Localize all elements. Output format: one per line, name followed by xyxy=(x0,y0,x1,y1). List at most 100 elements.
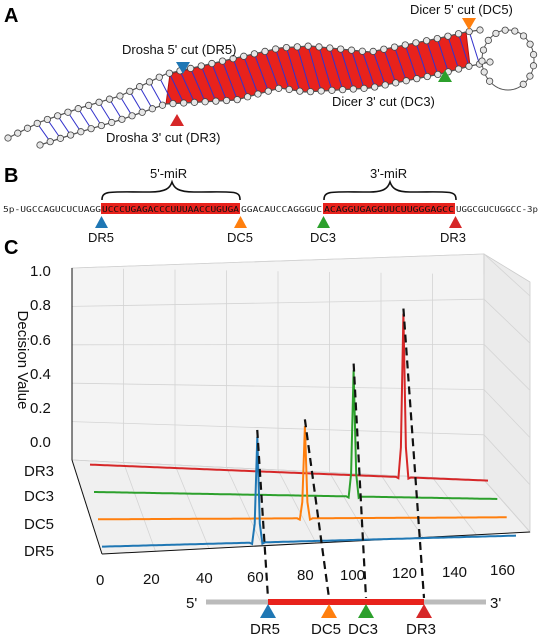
grid-line xyxy=(483,344,531,391)
seq-start: 5p-UGCCAGUCUCUAGG xyxy=(3,204,101,214)
grid-line xyxy=(483,253,531,297)
nucleotide xyxy=(401,41,409,49)
nucleotide xyxy=(413,75,421,83)
nucleotide xyxy=(105,95,114,103)
series-line-dc3 xyxy=(94,370,498,500)
base-pair xyxy=(436,38,449,72)
base-pair xyxy=(109,98,123,120)
nucleotide xyxy=(250,50,258,58)
nucleotide xyxy=(169,100,177,108)
hairpin-structure xyxy=(4,26,538,149)
loop-nucleotide xyxy=(480,68,488,76)
nucleotide xyxy=(118,115,126,123)
nucleotide xyxy=(369,47,377,55)
nucleotide xyxy=(434,70,442,79)
base-pair xyxy=(190,68,206,102)
series-tick-dc5: DC5 xyxy=(24,516,54,533)
series-tick-dr3: DR3 xyxy=(24,463,54,480)
nucleotide xyxy=(180,99,188,107)
upper-strand xyxy=(7,29,481,139)
nucleotide xyxy=(4,134,12,142)
base-pair xyxy=(67,111,82,133)
base-pair xyxy=(36,123,51,142)
base-pair xyxy=(139,86,153,109)
nucleotide xyxy=(285,85,293,94)
dicer5-marker xyxy=(462,18,476,30)
loop-nucleotide xyxy=(478,57,486,65)
nucleotide xyxy=(197,62,205,70)
b-dr3-label: DR3 xyxy=(440,230,466,245)
x-axis xyxy=(101,531,531,555)
loop-nucleotide xyxy=(511,27,519,35)
grid-line xyxy=(123,462,156,552)
nucleotide xyxy=(347,46,356,54)
nucleotide xyxy=(306,88,315,96)
nucleotide xyxy=(56,134,65,142)
nucleotide xyxy=(165,69,173,77)
base-pair xyxy=(458,33,470,67)
projection-lines xyxy=(256,308,426,599)
mir3-label: 3'-miR xyxy=(370,166,407,181)
x-tick-140: 140 xyxy=(442,564,467,581)
nucleotide xyxy=(14,129,22,137)
nucleotide xyxy=(148,105,156,113)
nucleotide xyxy=(95,98,103,106)
base-pair xyxy=(168,73,185,104)
bar-3prime: 3' xyxy=(490,595,501,612)
series-tick-dc3: DC3 xyxy=(24,488,54,505)
grid xyxy=(71,253,531,552)
nucleotide xyxy=(243,93,252,101)
mir5-label: 5'-miR xyxy=(150,166,187,181)
b-dr5-marker xyxy=(95,216,108,228)
base-pairs xyxy=(36,31,480,142)
nucleotide xyxy=(46,138,54,146)
nucleotide xyxy=(315,43,323,51)
base-pair xyxy=(149,81,163,106)
base-pair xyxy=(275,48,290,90)
drosha5-label: Drosha 5' cut (DR5) xyxy=(122,42,236,57)
nucleotide xyxy=(126,87,134,95)
nucleotide xyxy=(423,72,431,81)
base-pair xyxy=(351,49,365,89)
base-pair xyxy=(329,47,344,90)
nucleotide xyxy=(54,112,62,120)
nucleotide xyxy=(261,47,269,56)
base-pair xyxy=(468,31,480,65)
nucleotide xyxy=(349,85,357,93)
panel-b-letter: B xyxy=(4,165,18,187)
grid-line xyxy=(380,474,424,538)
x-tick-120: 120 xyxy=(392,565,417,582)
loop-nucleotide xyxy=(484,36,492,44)
series-line-dc5 xyxy=(98,426,507,522)
z-tick-1.0: 1.0 xyxy=(30,263,51,280)
nucleotide xyxy=(145,78,154,86)
x-tick-160: 160 xyxy=(490,562,515,579)
loop-nucleotide xyxy=(519,80,527,88)
nucleotide xyxy=(77,128,85,136)
loop-nucleotide xyxy=(492,29,500,38)
z-tick-0.2: 0.2 xyxy=(30,400,51,417)
b-dr3-marker xyxy=(449,216,462,228)
nucleotide xyxy=(433,34,441,43)
nucleotide xyxy=(264,87,272,95)
nucleotide xyxy=(116,92,124,100)
dicer3-label: Dicer 3' cut (DC3) xyxy=(332,94,435,109)
nucleotide xyxy=(486,58,494,66)
loop-nucleotide xyxy=(519,32,528,40)
c-dc5-marker xyxy=(321,604,337,618)
nucleotide xyxy=(43,115,51,124)
nucleotide xyxy=(444,32,452,40)
nucleotide xyxy=(272,45,280,53)
nucleotide xyxy=(155,73,163,81)
nucleotide xyxy=(208,59,216,68)
nucleotide xyxy=(23,124,32,132)
b-dc5-label: DC5 xyxy=(227,230,253,245)
nucleotide xyxy=(229,55,237,63)
nucleotide xyxy=(412,39,420,47)
base-pair xyxy=(88,105,102,126)
bar-5prime: 5' xyxy=(186,595,197,612)
panel-c-letter: C xyxy=(4,237,18,259)
base-pair xyxy=(119,95,133,117)
base-pair xyxy=(404,44,418,79)
nucleotide xyxy=(371,83,379,91)
